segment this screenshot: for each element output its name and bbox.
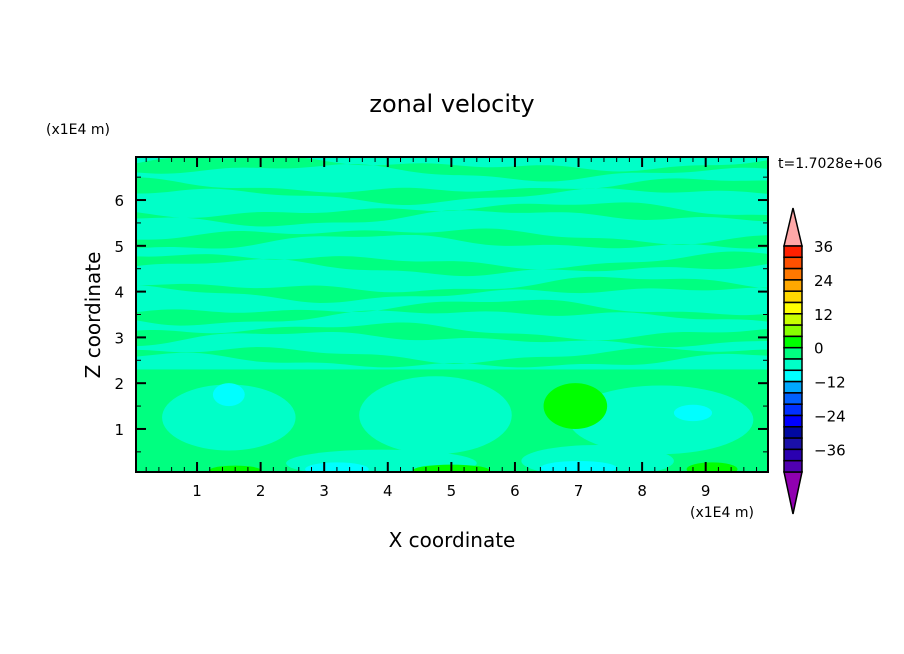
y-tick-label: 6 [114, 192, 124, 210]
time-label: t=1.7028e+06 [778, 156, 882, 172]
colorbar-box [783, 426, 803, 439]
contour-band [136, 228, 768, 249]
colorbar-tick-label: 36 [814, 238, 833, 256]
colorbar-tick-label: −24 [814, 408, 846, 426]
colorbar-over-triangle [783, 207, 803, 247]
contour-band [136, 157, 768, 182]
x-tick-label: 7 [574, 482, 584, 500]
y-unit-label: (x1E4 m) [46, 122, 110, 138]
contour-region [673, 404, 713, 422]
contour-region [568, 385, 754, 455]
x-tick-label: 8 [637, 482, 647, 500]
colorbar-box [783, 437, 803, 451]
colorbar-box [783, 448, 803, 462]
x-tick-label: 1 [192, 482, 202, 500]
contour-region [212, 383, 245, 407]
colorbar-box [783, 369, 803, 383]
colorbar-box [783, 267, 803, 281]
colorbar-box [783, 403, 803, 417]
contour-band [136, 347, 768, 368]
colorbar-box [783, 279, 803, 292]
colorbar: 36 24 12 0 −12 −24 −36 [783, 207, 846, 515]
colorbar-tick-label: 12 [814, 306, 833, 324]
x-axis-label: X coordinate [389, 528, 516, 552]
contour-band [136, 322, 768, 348]
colorbar-box [783, 256, 803, 270]
contour-region [686, 462, 738, 472]
colorbar-under-triangle [783, 471, 803, 515]
colorbar-box [783, 346, 803, 360]
y-tick-label: 3 [114, 329, 124, 347]
x-tick-label: 2 [256, 482, 266, 500]
contour-region [162, 384, 296, 451]
contour-band [136, 299, 768, 326]
y-tick-label: 2 [114, 375, 124, 393]
x-tick-label: 3 [319, 482, 329, 500]
contour-band [136, 177, 768, 205]
contour-region [543, 383, 608, 429]
x-tick-label: 6 [510, 482, 520, 500]
colorbar-box [783, 290, 803, 304]
colorbar-tick-label: −36 [814, 441, 846, 459]
contour-band [136, 251, 768, 277]
contour-region [359, 376, 512, 455]
colorbar-box [783, 414, 803, 428]
contour-band [136, 276, 768, 303]
colorbar-box [783, 459, 803, 473]
colorbar-box [783, 313, 803, 326]
y-tick-label: 5 [114, 238, 124, 256]
colorbar-tick-label: 0 [814, 340, 824, 358]
x-tick-label: 5 [447, 482, 457, 500]
colorbar-box [783, 380, 803, 394]
contour-field [136, 157, 768, 472]
contour-band [136, 202, 768, 227]
colorbar-tick-label: −12 [814, 374, 846, 392]
x-tick-label: 4 [383, 482, 393, 500]
colorbar-tick-label: 24 [814, 272, 833, 290]
y-tick-label: 1 [114, 421, 124, 439]
x-unit-label: (x1E4 m) [690, 505, 754, 521]
colorbar-box [783, 245, 803, 259]
chart-title: zonal velocity [369, 90, 534, 118]
colorbar-box [783, 358, 803, 372]
colorbar-box [783, 301, 803, 315]
axes: 1 2 3 4 5 6 7 8 9 1 2 3 4 5 6 [114, 156, 769, 500]
y-axis-label: Z coordinate [81, 252, 105, 379]
colorbar-box [783, 324, 803, 338]
colorbar-box [783, 335, 803, 349]
colorbar-box [783, 392, 803, 405]
y-tick-label: 4 [114, 284, 124, 302]
x-tick-label: 9 [701, 482, 711, 500]
